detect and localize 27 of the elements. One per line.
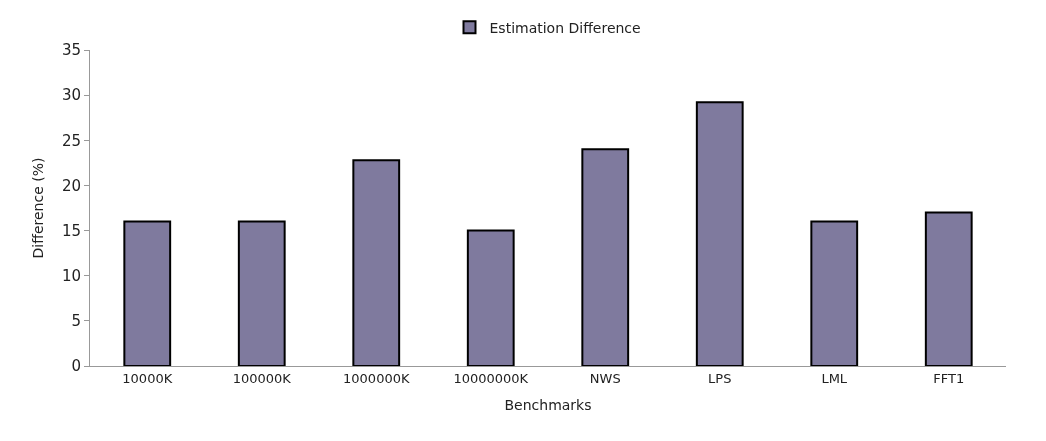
x-tick-label: NWS: [589, 370, 621, 386]
y-tick-label: 30: [61, 86, 81, 105]
y-tick-label: 35: [61, 41, 81, 60]
x-tick-label: 100000K: [232, 370, 292, 386]
bar: [924, 211, 973, 366]
y-tick-label: 15: [61, 221, 81, 240]
y-axis-title: Difference (%): [29, 157, 46, 259]
bar: [466, 229, 515, 366]
legend-label: Estimation Difference: [489, 19, 641, 36]
bar: [237, 220, 286, 366]
x-axis-title: Benchmarks: [504, 396, 592, 413]
x-tick-label: 10000000K: [453, 370, 529, 386]
y-tick-label: 0: [71, 357, 81, 376]
y-tick-label: 20: [61, 176, 81, 195]
y-tick-label: 5: [71, 312, 81, 331]
x-tick-label: 10000K: [122, 370, 173, 386]
y-tick-label: 25: [61, 131, 81, 150]
y-tick-label: 10: [61, 266, 81, 285]
bar: [352, 159, 401, 366]
bar: [123, 220, 172, 366]
x-tick-label: 1000000K: [343, 370, 410, 386]
x-tick-label: FFT1: [933, 370, 965, 386]
bar: [810, 220, 859, 366]
bar: [581, 148, 630, 366]
x-tick-label: LML: [821, 370, 848, 386]
x-tick-label: LPS: [708, 370, 732, 386]
bar: [695, 101, 744, 366]
